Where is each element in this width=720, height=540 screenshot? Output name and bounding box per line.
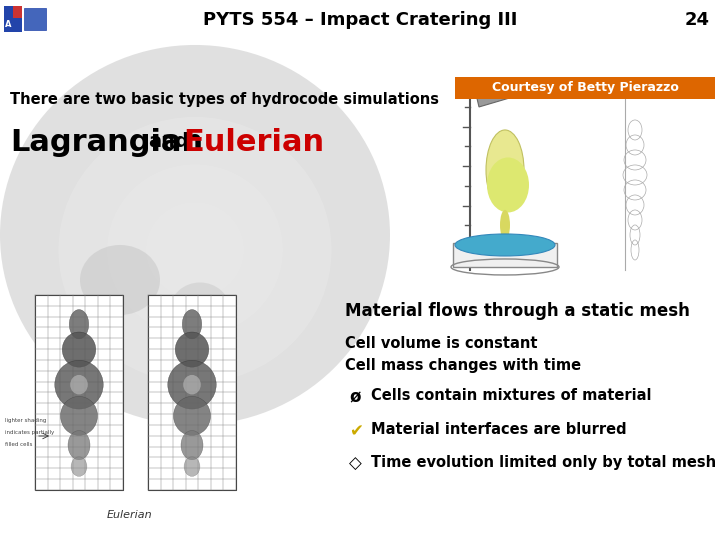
- Text: There are two basic types of hydrocode simulations: There are two basic types of hydrocode s…: [10, 92, 439, 107]
- Ellipse shape: [146, 202, 244, 298]
- Ellipse shape: [58, 117, 331, 383]
- Ellipse shape: [107, 165, 283, 335]
- Ellipse shape: [168, 360, 216, 409]
- Ellipse shape: [182, 309, 202, 339]
- Text: ø: ø: [349, 388, 361, 406]
- Ellipse shape: [69, 309, 89, 339]
- Text: Material flows through a static mesh: Material flows through a static mesh: [345, 302, 690, 320]
- Text: Time evolution limited only by total mesh size: Time evolution limited only by total mes…: [371, 455, 720, 470]
- Text: Cell mass changes with time: Cell mass changes with time: [345, 358, 581, 373]
- Ellipse shape: [63, 332, 96, 367]
- Text: and: and: [148, 132, 189, 151]
- Bar: [13, 6, 22, 18]
- Bar: [453, 243, 557, 267]
- Text: Cell volume is constant: Cell volume is constant: [345, 336, 538, 351]
- Polygon shape: [475, 80, 513, 107]
- Text: Lagrangian: Lagrangian: [10, 128, 203, 157]
- Text: ◇: ◇: [349, 455, 361, 473]
- Text: lighter shading: lighter shading: [5, 418, 46, 423]
- Ellipse shape: [60, 396, 97, 435]
- Ellipse shape: [486, 130, 524, 210]
- Ellipse shape: [80, 245, 160, 315]
- Ellipse shape: [71, 375, 88, 394]
- Text: indicates partially: indicates partially: [5, 430, 54, 435]
- Text: Cells contain mixtures of material: Cells contain mixtures of material: [371, 388, 652, 403]
- Text: PYTS 554 – Impact Cratering III: PYTS 554 – Impact Cratering III: [203, 11, 517, 29]
- Ellipse shape: [55, 360, 103, 409]
- Ellipse shape: [455, 234, 555, 256]
- Ellipse shape: [71, 457, 87, 476]
- Bar: [455, 77, 715, 99]
- Ellipse shape: [181, 430, 203, 460]
- Bar: [148, 295, 236, 490]
- Ellipse shape: [0, 45, 390, 425]
- Text: A: A: [5, 21, 12, 30]
- Text: 24: 24: [685, 11, 710, 29]
- Text: Eulerian: Eulerian: [183, 128, 324, 157]
- Text: filled cells: filled cells: [5, 442, 32, 447]
- Text: Eulerian: Eulerian: [107, 510, 153, 520]
- Ellipse shape: [184, 457, 200, 476]
- Ellipse shape: [175, 332, 209, 367]
- Ellipse shape: [500, 210, 510, 240]
- Ellipse shape: [183, 375, 201, 394]
- Bar: [35, 295, 123, 490]
- Bar: [24, 8, 46, 30]
- Text: Courtesy of Betty Pierazzo: Courtesy of Betty Pierazzo: [492, 82, 678, 94]
- Bar: [4, 18, 22, 32]
- Ellipse shape: [68, 430, 90, 460]
- Bar: [4, 6, 13, 18]
- Ellipse shape: [487, 158, 529, 212]
- Text: ✔: ✔: [349, 422, 363, 440]
- Text: Material interfaces are blurred: Material interfaces are blurred: [371, 422, 626, 437]
- Ellipse shape: [170, 282, 230, 338]
- Ellipse shape: [174, 396, 210, 435]
